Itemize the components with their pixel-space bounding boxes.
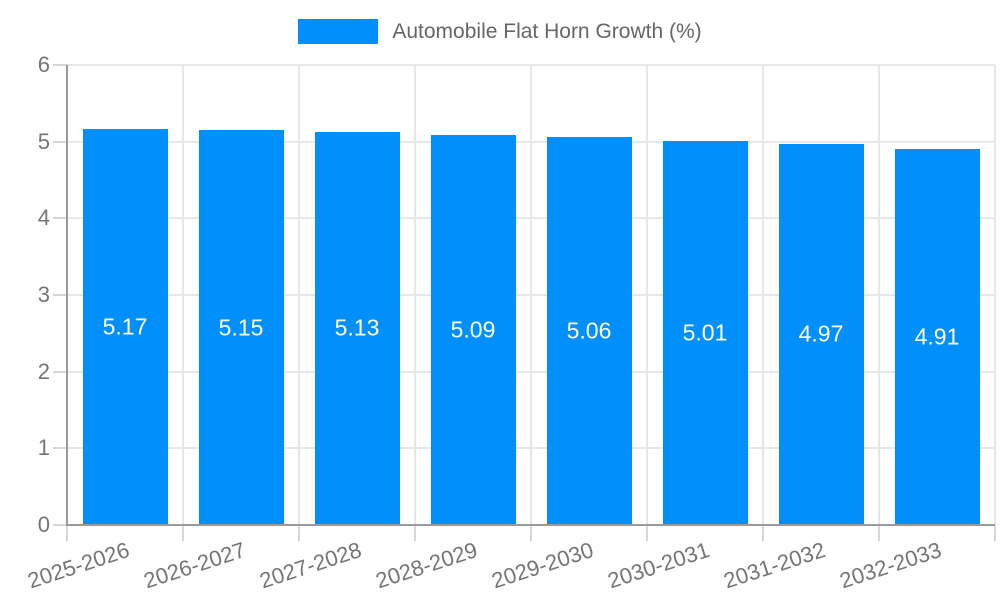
legend-label: Automobile Flat Horn Growth (%) xyxy=(392,20,702,43)
x-tick-label: 2026-2027 xyxy=(140,537,249,594)
x-tick xyxy=(646,526,648,541)
x-tick xyxy=(182,526,184,541)
x-axis-line xyxy=(67,524,995,526)
y-tick-label: 1 xyxy=(37,435,50,461)
x-tick xyxy=(298,526,300,541)
x-gridline xyxy=(762,65,764,525)
x-gridline xyxy=(994,65,996,525)
bar xyxy=(198,130,284,525)
x-tick-label: 2032-2033 xyxy=(836,537,945,594)
bar xyxy=(778,143,864,525)
x-tick-label: 2028-2029 xyxy=(372,537,481,594)
x-tick-label: 2027-2028 xyxy=(256,537,365,594)
y-tick-label: 0 xyxy=(37,512,50,537)
bar-value-label: 5.13 xyxy=(334,314,380,341)
y-tick-label: 2 xyxy=(37,358,50,384)
y-tick xyxy=(53,217,67,220)
bar-value-label: 5.15 xyxy=(218,314,264,341)
bar xyxy=(82,128,168,525)
y-tick-label: 5 xyxy=(37,128,50,154)
x-gridline xyxy=(878,65,880,525)
y-tick xyxy=(53,524,67,526)
x-tick-label: 2029-2030 xyxy=(488,537,597,594)
x-tick xyxy=(414,526,416,541)
y-tick-label: 4 xyxy=(37,205,50,231)
bar-value-label: 5.09 xyxy=(450,316,496,343)
x-gridline xyxy=(298,65,300,525)
y-tick xyxy=(53,140,67,143)
x-tick xyxy=(994,526,996,541)
y-tick-label: 6 xyxy=(37,52,50,77)
legend-swatch xyxy=(298,19,379,44)
chart-legend[interactable]: Automobile Flat Horn Growth (%) xyxy=(0,19,1000,44)
x-tick-label: 2030-2031 xyxy=(604,537,713,594)
bar xyxy=(546,137,632,525)
bar-value-label: 5.01 xyxy=(682,319,728,346)
x-tick xyxy=(530,526,532,541)
bar xyxy=(894,148,980,525)
y-tick xyxy=(53,370,67,373)
x-gridline xyxy=(182,65,184,525)
y-axis-line xyxy=(66,65,68,526)
y-tick-label: 3 xyxy=(37,282,50,307)
bar xyxy=(662,140,748,525)
bar-value-label: 4.97 xyxy=(798,320,844,347)
x-tick-label: 2031-2032 xyxy=(720,537,829,594)
x-gridline xyxy=(530,65,532,525)
x-tick xyxy=(878,526,880,541)
y-tick xyxy=(53,294,67,296)
bar xyxy=(314,131,400,525)
bar-value-label: 5.17 xyxy=(102,313,148,340)
x-tick xyxy=(66,526,68,541)
y-tick xyxy=(53,64,67,66)
x-tick xyxy=(762,526,764,541)
bar xyxy=(430,134,516,525)
x-gridline xyxy=(646,65,648,525)
bar-value-label: 5.06 xyxy=(566,317,612,344)
y-tick xyxy=(53,447,67,450)
x-gridline xyxy=(414,65,416,525)
bar-value-label: 4.91 xyxy=(914,323,960,350)
x-tick-label: 2025-2026 xyxy=(24,537,133,594)
